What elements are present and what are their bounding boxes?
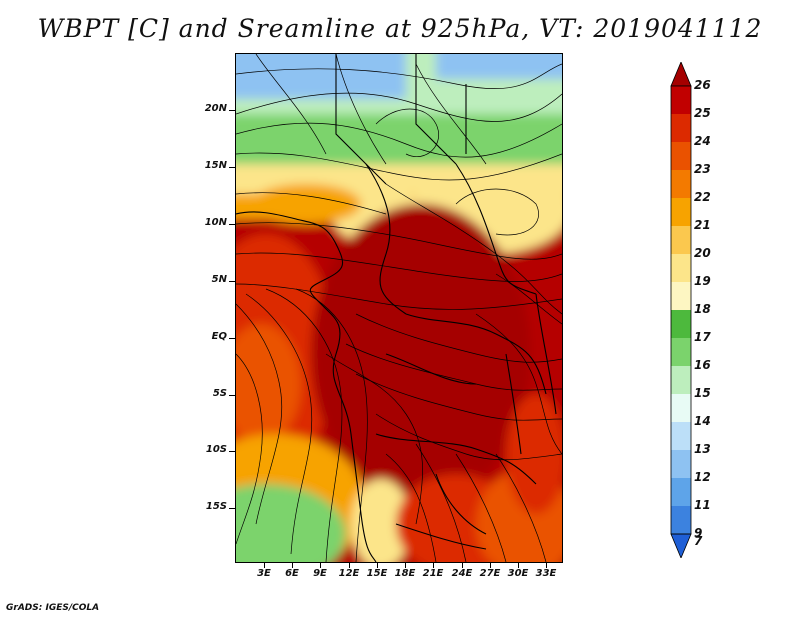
colorbar-level-label: 11	[694, 498, 711, 512]
lon-label-27e: 27E	[479, 568, 501, 579]
lon-label-9e: 9E	[313, 568, 327, 579]
lat-label-10n: 10N	[204, 217, 227, 228]
colorbar-level-label: 23	[694, 162, 711, 176]
lat-tick	[229, 224, 235, 225]
colorbar-level-label: 22	[694, 190, 711, 204]
lon-tick	[349, 563, 350, 568]
colorbar-level-label: 13	[694, 442, 711, 456]
colorbar-frame	[670, 85, 692, 535]
colorbar-level-label: 25	[694, 106, 711, 120]
colorbar-segment	[671, 282, 691, 311]
lat-tick	[229, 167, 235, 168]
colorbar-segment	[671, 114, 691, 143]
lon-label-18e: 18E	[394, 568, 416, 579]
lon-tick	[405, 563, 406, 568]
lon-tick	[433, 563, 434, 568]
lat-tick	[229, 281, 235, 282]
lon-label-33e: 33E	[535, 568, 557, 579]
colorbar-segment	[671, 226, 691, 255]
colorbar-level-label: 24	[694, 134, 711, 148]
colorbar-top-arrow	[670, 62, 692, 87]
lat-label-15s: 15S	[205, 501, 227, 512]
colorbar-level-label: 16	[694, 358, 711, 372]
colorbar-segment	[671, 394, 691, 423]
colorbar-segment	[671, 310, 691, 339]
lat-label-5s: 5S	[212, 388, 227, 399]
colorbar-bottom-arrow	[670, 533, 692, 558]
colorbar-level-label: 12	[694, 470, 711, 484]
colorbar-segment	[671, 506, 691, 535]
colorbar-segment	[671, 338, 691, 367]
colorbar-segment	[671, 142, 691, 171]
chart-title: WBPT [C] and Sreamline at 925hPa, VT: 20…	[37, 14, 763, 43]
colorbar-level-label: 18	[694, 302, 711, 316]
colorbar-segment	[671, 422, 691, 451]
lat-tick	[229, 451, 235, 452]
footer-credit: GrADS: IGES/COLA	[6, 603, 100, 613]
lat-tick	[229, 110, 235, 111]
lat-label-20n: 20N	[204, 103, 227, 114]
colorbar-level-label: 14	[694, 414, 711, 428]
lon-label-3e: 3E	[257, 568, 271, 579]
lat-tick	[229, 395, 235, 396]
lon-label-30e: 30E	[507, 568, 529, 579]
colorbar-segment	[671, 450, 691, 479]
lon-label-21e: 21E	[422, 568, 444, 579]
colorbar-level-label: 20	[694, 246, 711, 260]
colorbar-level-label: 9	[694, 526, 703, 540]
lat-label-eq: EQ	[211, 331, 227, 342]
map-panel	[235, 53, 563, 563]
colorbar-segment	[671, 198, 691, 227]
temperature-field	[236, 54, 562, 562]
lon-tick	[462, 563, 463, 568]
lon-tick	[292, 563, 293, 568]
colorbar-level-label: 15	[694, 386, 711, 400]
lat-label-15n: 15N	[204, 160, 227, 171]
colorbar-segment	[671, 86, 691, 115]
lon-tick	[264, 563, 265, 568]
colorbar-level-label: 26	[694, 78, 711, 92]
lat-label-5n: 5N	[211, 274, 227, 285]
lon-label-24e: 24E	[451, 568, 473, 579]
lon-tick	[320, 563, 321, 568]
lat-label-10s: 10S	[205, 444, 227, 455]
lon-tick	[490, 563, 491, 568]
colorbar-level-label: 21	[694, 218, 711, 232]
streamlines	[236, 54, 562, 562]
colorbar-level-label: 17	[694, 330, 711, 344]
colorbar-segment	[671, 254, 691, 283]
wbpt-field-map	[236, 54, 562, 562]
lon-label-12e: 12E	[338, 568, 360, 579]
lon-label-15e: 15E	[366, 568, 388, 579]
lat-tick	[229, 508, 235, 509]
lon-tick	[546, 563, 547, 568]
colorbar-segment	[671, 366, 691, 395]
lon-tick	[377, 563, 378, 568]
lon-label-6e: 6E	[285, 568, 299, 579]
lon-tick	[518, 563, 519, 568]
lat-tick	[229, 338, 235, 339]
country-borders	[236, 54, 557, 562]
colorbar-segment	[671, 170, 691, 199]
colorbar	[670, 62, 692, 558]
colorbar-level-label: 7	[694, 534, 703, 548]
colorbar-segment	[671, 478, 691, 507]
colorbar-level-label: 19	[694, 274, 711, 288]
